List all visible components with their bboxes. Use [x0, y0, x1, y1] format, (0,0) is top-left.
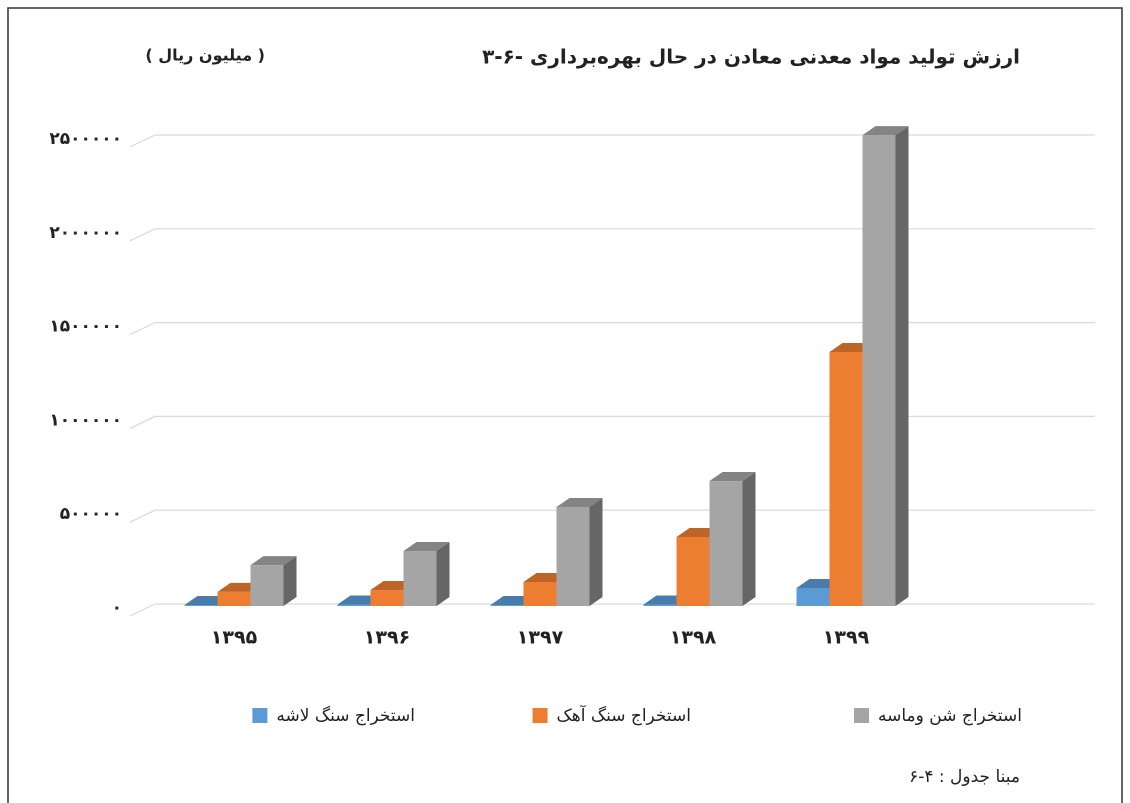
legend-label: استخراج سنگ لاشه — [276, 705, 415, 726]
source-note: مبنا جدول : ۴-۶ — [909, 767, 1020, 787]
bar-3d — [403, 542, 450, 606]
bar — [556, 506, 590, 606]
bar — [370, 590, 404, 606]
bar — [217, 591, 251, 606]
bar-top — [250, 556, 297, 566]
grid-line — [129, 322, 1095, 336]
grid-line — [129, 603, 1095, 617]
bar-side — [895, 126, 909, 607]
bar-3d — [862, 126, 909, 607]
legend-label: استخراج شن وماسه — [878, 706, 1022, 726]
y-tick-label: ۵۰۰۰۰۰ — [60, 504, 122, 524]
x-tick-label: ۱۳۹۶ — [364, 627, 410, 649]
y-tick-label: ۱۵۰۰۰۰۰ — [49, 317, 122, 337]
bar — [829, 351, 863, 606]
x-tick-label: ۱۳۹۵ — [211, 627, 258, 649]
bar-side — [436, 542, 450, 606]
frame — [7, 7, 1123, 803]
unit-label: ( میلیون ریال ) — [145, 46, 265, 65]
y-tick-label: ۲۵۰۰۰۰۰ — [49, 129, 122, 149]
bar — [184, 605, 218, 606]
legend-label: استخراج سنگ آهک — [557, 704, 691, 726]
bar-side — [589, 497, 603, 606]
legend-swatch — [532, 708, 548, 723]
grid-line — [129, 509, 1095, 523]
bar-top — [862, 126, 909, 136]
bar-side — [283, 556, 297, 606]
bar — [709, 481, 743, 606]
bar — [862, 135, 896, 606]
bar — [523, 581, 557, 606]
y-tick-label: ۰ — [112, 598, 122, 618]
bar-side — [742, 472, 756, 606]
grid-line — [129, 134, 1095, 148]
bar — [643, 604, 677, 606]
legend-swatch — [252, 708, 268, 723]
x-tick-label: ۱۳۹۹ — [823, 627, 870, 649]
bar — [250, 565, 284, 606]
chart-title: ۳-۶- ارزش تولید مواد معدنی معادن در حال … — [482, 45, 1020, 69]
bar — [403, 551, 437, 606]
bar — [676, 536, 710, 606]
bar — [490, 605, 524, 606]
bar-3d — [709, 472, 756, 606]
legend-swatch — [854, 708, 869, 723]
y-tick-label: ۱۰۰۰۰۰۰ — [49, 410, 122, 430]
bar-3d — [556, 497, 603, 606]
grid-line — [129, 228, 1095, 242]
bar-top — [403, 542, 450, 552]
bar-3d — [250, 556, 297, 606]
x-tick-label: ۱۳۹۸ — [670, 627, 717, 649]
bar-top — [709, 472, 756, 482]
bar-top — [556, 497, 603, 507]
x-tick-label: ۱۳۹۷ — [517, 627, 564, 649]
y-tick-label: ۲۰۰۰۰۰۰ — [49, 223, 122, 243]
grid-line — [129, 415, 1095, 429]
bar — [796, 587, 830, 606]
bar — [337, 604, 371, 606]
